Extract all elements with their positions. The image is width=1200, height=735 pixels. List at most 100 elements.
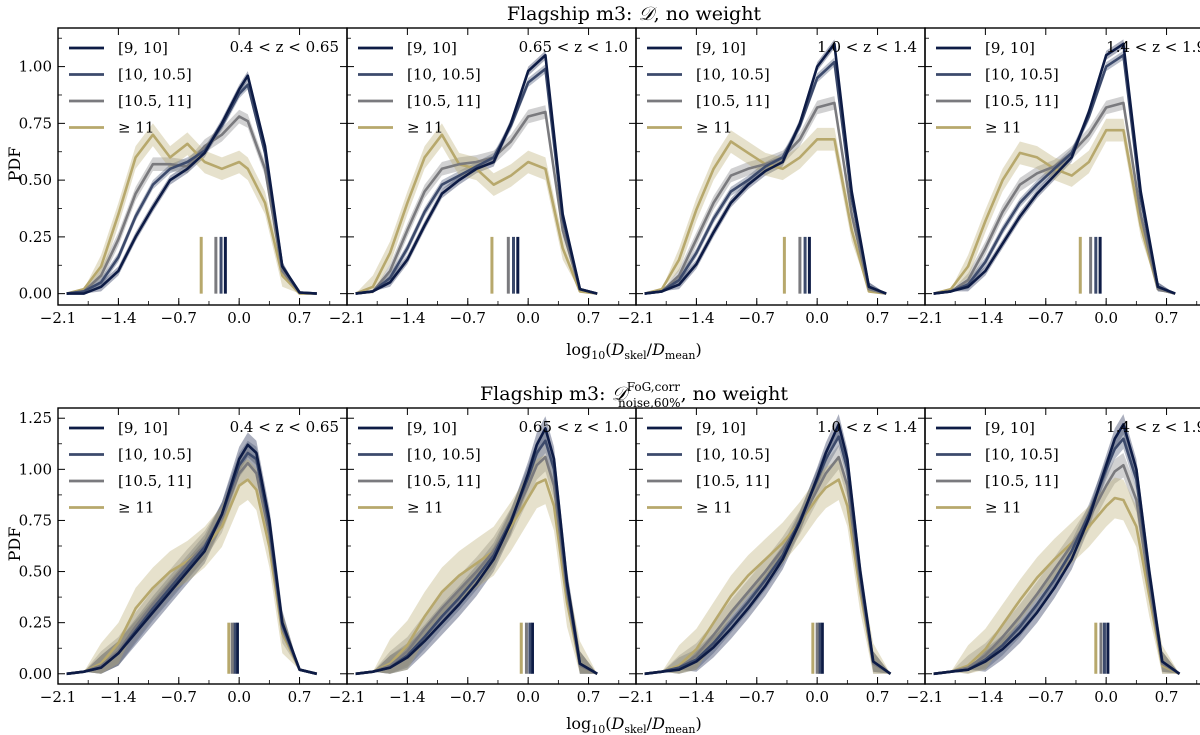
panels: −2.1 −1.4 −0.7 0.0 0.7 0.00 0.25 0.50 0.75 1.00 0.… bbox=[19, 27, 1200, 706]
redshift-label: 0.4 < z < 0.65 bbox=[230, 418, 339, 436]
xtick-label: −1.4 bbox=[100, 688, 136, 706]
xtick-label: −2.1 bbox=[329, 309, 365, 327]
legend-entry: [9, 10] bbox=[696, 39, 746, 57]
series-line-2 bbox=[644, 455, 892, 676]
xtick-label: −0.7 bbox=[1028, 309, 1064, 327]
legend-entry: [9, 10] bbox=[407, 419, 457, 437]
legend-entry: [10.5, 11] bbox=[985, 472, 1059, 490]
legend-entry: [10, 10.5] bbox=[407, 446, 481, 464]
xlabel-bottom-num-sub: skel bbox=[624, 723, 647, 735]
legend-entry: ≥ 11 bbox=[118, 499, 154, 517]
xtick-label: 0.7 bbox=[577, 309, 601, 327]
xtick-label: −0.7 bbox=[161, 688, 197, 706]
plot-area bbox=[355, 50, 598, 295]
xtick-label: −1.4 bbox=[967, 688, 1003, 706]
redshift-label: 1.4 < z < 1.9 bbox=[1106, 38, 1200, 56]
xlabel-top-den-sub: mean bbox=[665, 349, 696, 362]
legend-entry: [9, 10] bbox=[118, 39, 168, 57]
xtick-label: −2.1 bbox=[618, 309, 654, 327]
xtick-label: −0.7 bbox=[739, 688, 775, 706]
panel-6: −2.1 −1.4 −0.7 0.0 0.7 1.0 < z < 1.4 [9, 10] [1… bbox=[618, 407, 926, 706]
legend-entry: [10.5, 11] bbox=[118, 92, 192, 110]
row-title-bottom-symbol: 𝒟 bbox=[612, 383, 631, 405]
xlabel-top-base: 10 bbox=[591, 349, 605, 362]
legend-entry: ≥ 11 bbox=[985, 119, 1021, 137]
panel-1: −2.1 −1.4 −0.7 0.0 0.7 0.65 < z < 1.0 [9, 10] [… bbox=[329, 27, 637, 327]
xtick-label: 0.0 bbox=[227, 309, 251, 327]
series-line-3 bbox=[66, 133, 317, 295]
plot-area bbox=[644, 414, 892, 676]
xlabel-bottom-close: ) bbox=[695, 714, 701, 733]
row-title-top-prefix: Flagship m3: bbox=[507, 3, 639, 25]
row-title-bottom-prefix: Flagship m3: bbox=[480, 383, 612, 405]
band-3 bbox=[644, 459, 891, 674]
legend-entry: [10, 10.5] bbox=[118, 446, 192, 464]
legend-entry: [10, 10.5] bbox=[696, 66, 770, 84]
redshift-label: 1.4 < z < 1.9 bbox=[1106, 418, 1200, 436]
xtick-label: 0.0 bbox=[516, 688, 540, 706]
xlabel-bottom: log10(Dskel/Dmean) bbox=[566, 714, 701, 735]
xlabel-top-num-sub: skel bbox=[624, 349, 647, 362]
legend-entry: [10, 10.5] bbox=[985, 66, 1059, 84]
panel-0: −2.1 −1.4 −0.7 0.0 0.7 0.00 0.25 0.50 0.75 1.00 0.… bbox=[19, 27, 348, 327]
row-title-bottom-sub: noise,60% bbox=[618, 396, 681, 410]
xlabel-bottom-open: ( bbox=[605, 714, 611, 733]
legend-entry: [10, 10.5] bbox=[407, 66, 481, 84]
ylabel-bottom: PDF bbox=[5, 527, 24, 562]
ytick-label: 0.00 bbox=[19, 285, 52, 303]
plot-area bbox=[644, 39, 887, 295]
ytick-label: 0.50 bbox=[19, 171, 52, 189]
xtick-label: −1.4 bbox=[678, 309, 714, 327]
legend-entry: [10.5, 11] bbox=[407, 92, 481, 110]
ytick-label: 0.25 bbox=[19, 614, 52, 632]
legend-entry: [10, 10.5] bbox=[696, 446, 770, 464]
xtick-label: −0.7 bbox=[450, 309, 486, 327]
series-line-2 bbox=[933, 101, 1176, 295]
row-title-bottom-suffix: , no weight bbox=[681, 383, 789, 405]
xlabel-top-num: D bbox=[611, 340, 625, 359]
xtick-label: 0.7 bbox=[1155, 688, 1179, 706]
series-line-0 bbox=[66, 74, 317, 295]
xtick-label: 0.0 bbox=[805, 309, 829, 327]
row-title-bottom-sup: FoG,corr bbox=[627, 380, 681, 394]
xtick-label: −1.4 bbox=[100, 309, 136, 327]
panel-4: −2.1 −1.4 −0.7 0.0 0.7 0.00 0.25 0.50 0.75 1.00 1.… bbox=[19, 407, 348, 706]
series-line-0 bbox=[644, 423, 892, 676]
band-1 bbox=[933, 50, 1176, 294]
series-line-2 bbox=[933, 463, 1181, 676]
ytick-label: 1.00 bbox=[19, 58, 52, 76]
ytick-label: 0.50 bbox=[19, 563, 52, 581]
xtick-label: −0.7 bbox=[1028, 688, 1064, 706]
xlabel-bottom-den: D bbox=[651, 714, 665, 733]
band-3 bbox=[933, 118, 1176, 294]
xtick-label: −1.4 bbox=[389, 688, 425, 706]
xlabel-top-log: log bbox=[566, 340, 591, 359]
legend-entry: ≥ 11 bbox=[407, 499, 443, 517]
xtick-label: −1.4 bbox=[389, 309, 425, 327]
plot-area bbox=[66, 432, 318, 676]
xtick-label: −2.1 bbox=[329, 688, 365, 706]
xlabel-bottom-slash: / bbox=[647, 714, 653, 733]
series-line-0 bbox=[66, 443, 318, 676]
redshift-label: 0.65 < z < 1.0 bbox=[519, 38, 628, 56]
legend-entry: [9, 10] bbox=[118, 419, 168, 437]
plot-area bbox=[933, 414, 1181, 676]
series-line-2 bbox=[644, 101, 887, 295]
row-title-top-suffix: , no weight bbox=[654, 3, 762, 25]
xtick-label: 0.7 bbox=[577, 688, 601, 706]
series-line-0 bbox=[933, 42, 1176, 295]
legend-entry: [9, 10] bbox=[985, 39, 1035, 57]
xlabel-top-slash: / bbox=[647, 340, 653, 359]
row-title-bottom: Flagship m3: 𝒟FoG,corr noise,60%, no weig… bbox=[480, 380, 788, 410]
redshift-label: 0.4 < z < 0.65 bbox=[230, 38, 339, 56]
ylabel-top: PDF bbox=[5, 147, 24, 182]
legend-entry: [10, 10.5] bbox=[118, 66, 192, 84]
xlabel-top: log10(Dskel/Dmean) bbox=[566, 340, 701, 362]
xtick-label: 0.0 bbox=[516, 309, 540, 327]
panel-7: −2.1 −1.4 −0.7 0.0 0.7 1.4 < z < 1.9 [9, 10] [1… bbox=[907, 407, 1200, 706]
xtick-label: −0.7 bbox=[739, 309, 775, 327]
xtick-label: 0.7 bbox=[288, 688, 312, 706]
xlabel-bottom-den-sub: mean bbox=[665, 723, 696, 735]
plot-area bbox=[355, 416, 598, 676]
xtick-label: 0.7 bbox=[288, 309, 312, 327]
